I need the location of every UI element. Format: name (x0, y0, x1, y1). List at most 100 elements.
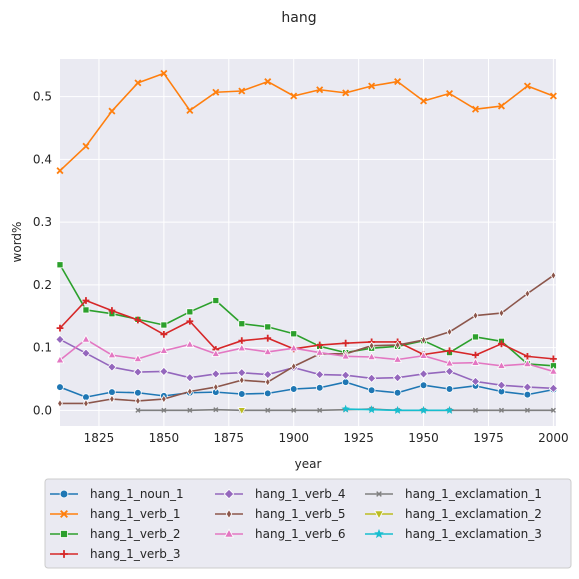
legend-label: hang_1_noun_1 (90, 487, 184, 501)
legend: hang_1_noun_1 hang_1_verb_1 hang_1_verb_2 h… (44, 478, 572, 569)
data-point (524, 407, 530, 413)
data-point (496, 380, 507, 390)
data-point (186, 317, 194, 325)
y-tick-labels: 0.0 0.1 0.2 0.3 0.4 0.5 (33, 90, 52, 418)
legend-label: hang_1_verb_4 (255, 487, 346, 501)
legend-marker (59, 489, 69, 499)
data-point (419, 350, 428, 359)
chart-title: hang (281, 10, 316, 26)
data-point (341, 351, 351, 360)
data-point (471, 357, 480, 366)
data-point (237, 407, 247, 416)
data-point (133, 367, 143, 377)
data-point (550, 407, 556, 413)
data-point (316, 86, 324, 94)
legend-label: hang_1_verb_1 (90, 507, 181, 521)
data-point (315, 347, 325, 356)
x-tick-label: 1950 (408, 431, 439, 445)
data-point (160, 69, 168, 77)
x-tick-label: 1900 (278, 431, 309, 445)
data-point (81, 348, 91, 358)
data-point (187, 407, 193, 413)
data-point (238, 375, 245, 385)
legend-label: hang_1_exclamation_3 (405, 527, 542, 541)
data-point (265, 407, 271, 413)
data-point (498, 308, 505, 318)
x-tick-labels: 1825 1850 1875 1900 1925 1950 1975 2000 (84, 431, 569, 445)
data-point (446, 327, 453, 337)
y-axis-label: word% (10, 222, 24, 263)
data-point (419, 405, 428, 414)
x-tick-label: 1925 (343, 431, 374, 445)
data-point (342, 89, 350, 97)
data-point (291, 407, 297, 413)
data-point (548, 383, 559, 394)
legend-item: hang_1_exclamation_1 (365, 487, 542, 501)
data-point (107, 362, 117, 372)
data-point (237, 343, 247, 352)
legend-item: hang_1_exclamation_2 (365, 507, 542, 521)
data-point (237, 390, 246, 398)
x-tick-label: 1975 (473, 431, 504, 445)
data-point (368, 82, 376, 90)
series-line (59, 381, 554, 398)
data-point (55, 334, 65, 345)
data-point (263, 389, 272, 398)
y-tick-label: 0.0 (33, 403, 52, 417)
data-point (444, 366, 455, 377)
data-point (394, 78, 402, 86)
series-hang_1_verb_3 (56, 297, 557, 363)
series-line (59, 72, 554, 172)
legend-label: hang_1_verb_5 (255, 507, 346, 521)
y-tick-label: 0.5 (33, 90, 52, 104)
data-point (472, 311, 479, 321)
legend-marker (223, 488, 235, 500)
data-point (367, 405, 376, 414)
data-point (445, 385, 454, 393)
series-hang_1_verb_5 (57, 270, 557, 408)
series-layer (55, 69, 559, 416)
data-point (82, 297, 90, 304)
y-tick-label: 0.3 (33, 215, 52, 229)
legend-item: hang_1_verb_4 (215, 487, 346, 501)
x-tick-label: 1850 (149, 431, 180, 445)
legend-marker (224, 528, 234, 538)
data-point (159, 366, 169, 377)
legend-marker (376, 491, 382, 497)
data-point (134, 388, 142, 397)
data-point (186, 106, 194, 114)
data-point (522, 382, 533, 392)
data-point (264, 334, 272, 342)
legend-item: hang_1_noun_1 (50, 487, 184, 501)
data-point (367, 386, 376, 395)
data-point (160, 331, 168, 338)
data-point (315, 383, 324, 392)
data-point (367, 352, 377, 361)
y-tick-label: 0.4 (33, 152, 52, 166)
data-point (238, 87, 246, 95)
data-point (316, 341, 324, 349)
data-point (290, 92, 298, 100)
data-point (393, 388, 402, 397)
data-point (264, 323, 272, 331)
data-point (393, 354, 403, 363)
data-point (55, 355, 65, 364)
data-point (81, 334, 91, 343)
data-point (341, 404, 350, 413)
data-point (160, 321, 168, 329)
data-point (212, 382, 219, 392)
data-point (213, 407, 219, 413)
data-point (56, 261, 64, 269)
x-tick-label: 1875 (214, 431, 245, 445)
data-point (523, 390, 532, 399)
data-point (56, 383, 64, 391)
data-point (524, 352, 531, 360)
legend-marker (374, 528, 384, 539)
data-point (134, 79, 142, 87)
series-line (59, 299, 554, 360)
legend-label: hang_1_verb_6 (255, 527, 346, 541)
data-point (394, 340, 401, 350)
legend-label: hang_1_verb_2 (90, 527, 181, 541)
legend-item: hang_1_verb_5 (215, 507, 346, 521)
